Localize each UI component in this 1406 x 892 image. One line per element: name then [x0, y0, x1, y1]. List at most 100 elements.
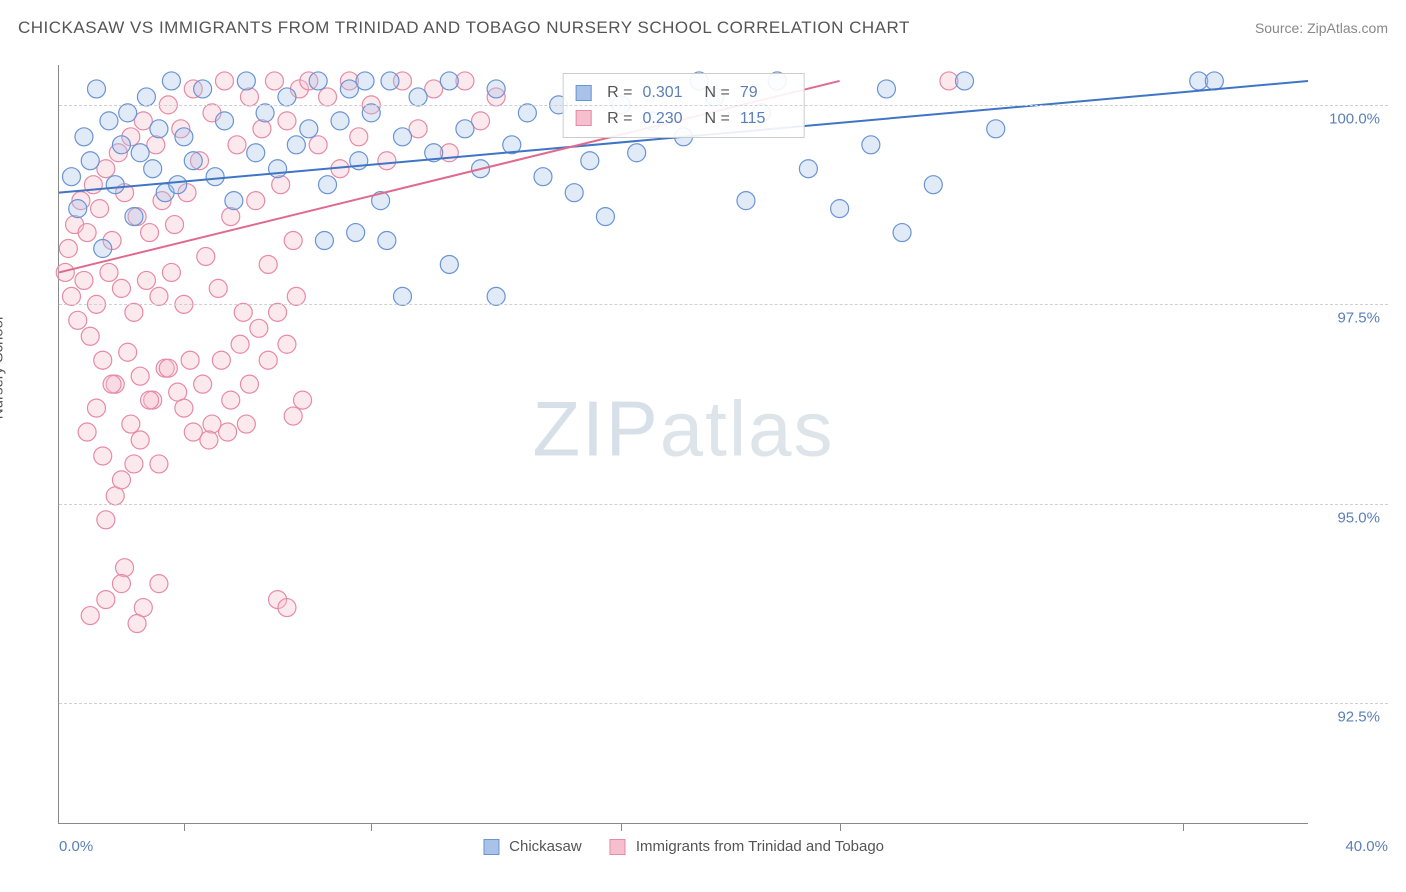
- scatter-point: [212, 351, 230, 369]
- scatter-point: [278, 112, 296, 130]
- x-tick: [840, 823, 841, 831]
- scatter-point: [240, 88, 258, 106]
- scatter-point: [378, 152, 396, 170]
- stats-r-val-1: 0.230: [643, 106, 695, 132]
- scatter-point: [87, 80, 105, 98]
- scatter-point: [137, 88, 155, 106]
- stats-r-label: R =: [607, 106, 632, 132]
- scatter-point: [240, 375, 258, 393]
- scatter-point: [877, 80, 895, 98]
- stats-row-series-1: R = 0.230 N = 115: [575, 106, 792, 132]
- scatter-point: [97, 591, 115, 609]
- scatter-point: [393, 128, 411, 146]
- scatter-point: [440, 72, 458, 90]
- legend-label-0: Chickasaw: [509, 838, 582, 855]
- plot-area: ZIPatlas R = 0.301 N = 79 R = 0.230 N = …: [58, 65, 1308, 824]
- scatter-point: [222, 391, 240, 409]
- scatter-point: [69, 311, 87, 329]
- scatter-point: [300, 120, 318, 138]
- scatter-point: [831, 200, 849, 218]
- source-attribution: Source: ZipAtlas.com: [1255, 20, 1388, 36]
- scatter-point: [987, 120, 1005, 138]
- scatter-point: [94, 240, 112, 258]
- scatter-point: [166, 216, 184, 234]
- scatter-point: [309, 72, 327, 90]
- scatter-point: [381, 72, 399, 90]
- scatter-point: [250, 319, 268, 337]
- scatter-point: [116, 559, 134, 577]
- scatter-point: [91, 200, 109, 218]
- scatter-point: [319, 176, 337, 194]
- scatter-point: [94, 447, 112, 465]
- scatter-point: [175, 128, 193, 146]
- scatter-point: [206, 168, 224, 186]
- scatter-point: [159, 359, 177, 377]
- scatter-point: [269, 303, 287, 321]
- scatter-point: [125, 455, 143, 473]
- swatch-series-1: [575, 110, 591, 126]
- scatter-point: [319, 88, 337, 106]
- scatter-point: [144, 160, 162, 178]
- scatter-point: [56, 263, 74, 281]
- chart-container: Nursery School ZIPatlas R = 0.301 N = 79…: [18, 50, 1388, 874]
- scatter-point: [106, 176, 124, 194]
- scatter-point: [259, 255, 277, 273]
- swatch-series-0: [575, 85, 591, 101]
- scatter-point: [128, 615, 146, 633]
- scatter-point: [278, 88, 296, 106]
- y-tick-label: 97.5%: [1320, 310, 1380, 327]
- scatter-point: [799, 160, 817, 178]
- scatter-point: [269, 160, 287, 178]
- scatter-point: [122, 415, 140, 433]
- scatter-point: [131, 367, 149, 385]
- x-axis-end-label: 40.0%: [1345, 838, 1388, 855]
- scatter-point: [119, 104, 137, 122]
- scatter-point: [284, 407, 302, 425]
- scatter-point: [237, 72, 255, 90]
- gridline-h: [59, 504, 1388, 505]
- scatter-point: [487, 287, 505, 305]
- scatter-point: [100, 112, 118, 130]
- scatter-point: [924, 176, 942, 194]
- y-tick-label: 95.0%: [1320, 509, 1380, 526]
- scatter-point: [409, 88, 427, 106]
- legend-item-1: Immigrants from Trinidad and Tobago: [610, 838, 884, 855]
- scatter-point: [131, 431, 149, 449]
- scatter-point: [253, 120, 271, 138]
- scatter-point: [581, 152, 599, 170]
- scatter-point: [87, 399, 105, 417]
- scatter-point: [150, 120, 168, 138]
- gridline-h: [59, 105, 1388, 106]
- scatter-point: [200, 431, 218, 449]
- stats-r-val-0: 0.301: [643, 80, 695, 106]
- scatter-point: [169, 176, 187, 194]
- scatter-point: [62, 168, 80, 186]
- stats-r-label: R =: [607, 80, 632, 106]
- scatter-point: [294, 391, 312, 409]
- scatter-point: [350, 128, 368, 146]
- scatter-point: [106, 487, 124, 505]
- scatter-point: [287, 287, 305, 305]
- x-axis-start-label: 0.0%: [59, 838, 93, 855]
- scatter-point: [169, 383, 187, 401]
- legend-item-0: Chickasaw: [483, 838, 582, 855]
- scatter-point: [125, 208, 143, 226]
- gridline-h: [59, 703, 1388, 704]
- scatter-point: [175, 399, 193, 417]
- scatter-point: [131, 144, 149, 162]
- scatter-point: [247, 192, 265, 210]
- scatter-point: [440, 255, 458, 273]
- scatter-point: [81, 152, 99, 170]
- scatter-point: [378, 232, 396, 250]
- scatter-point: [94, 351, 112, 369]
- scatter-point: [209, 279, 227, 297]
- scatter-point: [194, 80, 212, 98]
- scatter-point: [215, 112, 233, 130]
- scatter-point: [278, 599, 296, 617]
- stats-n-val-1: 115: [740, 106, 792, 132]
- scatter-point: [141, 391, 159, 409]
- x-tick: [371, 823, 372, 831]
- x-tick: [1183, 823, 1184, 831]
- scatter-point: [356, 72, 374, 90]
- scatter-point: [362, 104, 380, 122]
